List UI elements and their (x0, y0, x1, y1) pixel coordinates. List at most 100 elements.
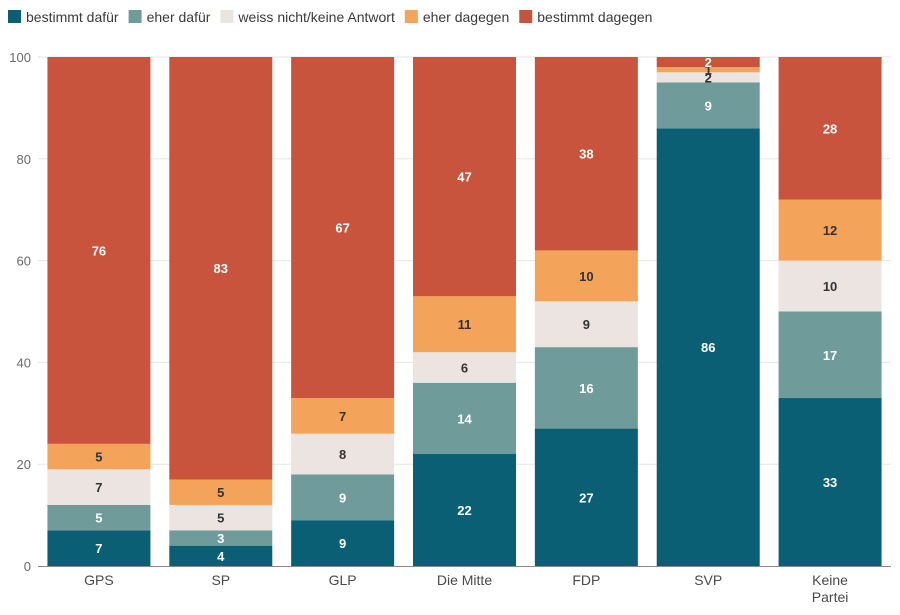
data-label-gps-eher-dagegen: 5 (95, 450, 102, 465)
data-label-fdp-bestimmt-dagegen: 38 (579, 147, 593, 162)
y-tick-label-0: 0 (24, 559, 31, 574)
legend-swatch (220, 10, 234, 23)
bar-segment-keine-partei-weiss-nicht-keine-antwort (778, 260, 882, 312)
data-label-sp-eher-daf-r: 3 (217, 531, 224, 546)
bar-segment-gps-weiss-nicht-keine-antwort (47, 469, 151, 505)
bar-segment-glp-eher-daf-r (291, 474, 395, 521)
x-tick-label-fdp: FDP (572, 572, 600, 588)
data-label-keine-partei-bestimmt-dagegen: 28 (823, 121, 837, 136)
data-label-fdp-eher-dagegen: 10 (579, 269, 593, 284)
data-label-sp-eher-dagegen: 5 (217, 485, 224, 500)
bar-segment-gps-bestimmt-daf-r (47, 530, 151, 566)
y-axis: 0 20 40 60 80 100 (9, 50, 31, 574)
data-label-sp-weiss-nicht-keine-antwort: 5 (217, 511, 224, 526)
data-label-die-mitte-weiss-nicht-keine-antwort: 6 (461, 360, 468, 375)
data-label-die-mitte-eher-dagegen: 11 (458, 317, 472, 332)
y-tick-label-60: 60 (17, 254, 31, 269)
data-label-svp-bestimmt-dagegen: 2 (705, 55, 712, 70)
x-axis: GPS SP GLP Die Mitte FDP SVP Keine Partei (38, 566, 891, 605)
bar-segment-svp-bestimmt-daf-r (656, 128, 760, 566)
legend-item-weiss-nicht-keine-antwort: weiss nicht/keine Antwort (220, 9, 395, 25)
bar-segment-glp-bestimmt-daf-r (291, 520, 395, 566)
bars-group: 7 5 7 5 76 4 3 5 5 83 9 9 8 7 67 22 14 6 11 47 27 16 9 10 38 86 9 2… (47, 55, 882, 566)
bar-segment-svp-bestimmt-dagegen (656, 57, 760, 68)
y-tick-label-40: 40 (17, 355, 31, 370)
legend-label: eher dagegen (423, 9, 509, 25)
legend-swatch (519, 10, 533, 23)
legend-item-bestimmt-daf-r: bestimmt dafür (8, 9, 119, 25)
data-label-glp-bestimmt-daf-r: 9 (339, 536, 346, 551)
x-tick-label-die-mitte: Die Mitte (437, 572, 492, 588)
legend-label: eher dafür (147, 9, 211, 25)
data-label-fdp-bestimmt-daf-r: 27 (579, 490, 593, 505)
data-label-die-mitte-bestimmt-daf-r: 22 (457, 503, 471, 518)
legend-label: weiss nicht/keine Antwort (237, 9, 395, 25)
data-label-keine-partei-eher-dagegen: 12 (823, 223, 837, 238)
legend-item-eher-dagegen: eher dagegen (404, 9, 509, 25)
bar-segment-sp-bestimmt-dagegen (169, 57, 273, 480)
bar-segment-glp-bestimmt-dagegen (291, 57, 395, 399)
bar-segment-gps-bestimmt-dagegen (47, 57, 151, 444)
data-label-gps-weiss-nicht-keine-antwort: 7 (95, 480, 102, 495)
x-tick-label-keine-partei: Keine Partei (812, 572, 849, 605)
data-label-gps-eher-daf-r: 5 (95, 511, 102, 526)
data-label-fdp-eher-daf-r: 16 (579, 381, 593, 396)
data-label-fdp-weiss-nicht-keine-antwort: 9 (583, 317, 590, 332)
data-label-die-mitte-eher-daf-r: 14 (457, 411, 472, 426)
legend-item-bestimmt-dagegen: bestimmt dagegen (519, 9, 652, 25)
data-label-sp-bestimmt-daf-r: 4 (217, 549, 225, 564)
x-tick-label-gps: GPS (84, 572, 114, 588)
bar-segment-gps-eher-daf-r (47, 504, 151, 531)
bar-segment-die-mitte-weiss-nicht-keine-antwort (413, 352, 516, 383)
bar-segment-keine-partei-bestimmt-daf-r (778, 398, 882, 566)
bar-segment-gps-eher-dagegen (47, 443, 151, 470)
data-label-gps-bestimmt-daf-r: 7 (95, 541, 102, 556)
data-label-gps-bestimmt-dagegen: 76 (92, 243, 106, 258)
x-tick-label-sp: SP (211, 572, 230, 588)
bar-segment-die-mitte-eher-daf-r (413, 382, 516, 455)
data-label-die-mitte-bestimmt-dagegen: 47 (457, 170, 471, 185)
data-label-svp-weiss-nicht-keine-antwort: 2 (705, 70, 712, 85)
data-label-keine-partei-bestimmt-daf-r: 33 (823, 475, 837, 490)
data-label-svp-eher-dagegen: 1 (705, 63, 712, 78)
bar-segment-fdp-eher-daf-r (534, 347, 638, 429)
bar-segment-die-mitte-bestimmt-dagegen (413, 57, 516, 297)
data-label-svp-eher-daf-r: 9 (705, 98, 712, 113)
legend-label: bestimmt dafür (26, 9, 119, 25)
data-label-keine-partei-weiss-nicht-keine-antwort: 10 (823, 279, 837, 294)
data-label-glp-bestimmt-dagegen: 67 (335, 221, 349, 236)
bar-segment-keine-partei-bestimmt-dagegen (778, 57, 882, 200)
legend-swatch (8, 10, 21, 23)
y-tick-label-20: 20 (17, 457, 31, 472)
bar-segment-sp-eher-dagegen (169, 479, 273, 505)
bar-segment-glp-eher-dagegen (291, 398, 395, 434)
bar-segment-sp-eher-daf-r (169, 530, 273, 546)
legend-swatch (404, 10, 418, 23)
legend-item-eher-daf-r: eher dafür (128, 9, 211, 25)
bar-segment-glp-weiss-nicht-keine-antwort (291, 433, 395, 475)
data-label-glp-weiss-nicht-keine-antwort: 8 (339, 447, 346, 462)
bar-segment-svp-eher-daf-r (656, 82, 760, 129)
legend-label: bestimmt dagegen (537, 9, 652, 25)
chart-legend: bestimmt dafür eher dafür weiss nicht/kein… (8, 9, 652, 25)
data-label-keine-partei-eher-daf-r: 17 (823, 348, 837, 363)
x-tick-label-glp: GLP (329, 572, 357, 588)
data-label-glp-eher-dagegen: 7 (339, 409, 346, 424)
data-label-sp-bestimmt-dagegen: 83 (214, 261, 228, 276)
bar-segment-die-mitte-eher-dagegen (413, 296, 516, 353)
bar-segment-die-mitte-bestimmt-daf-r (413, 454, 516, 566)
bar-segment-fdp-bestimmt-dagegen (534, 57, 638, 251)
bar-segment-fdp-eher-dagegen (534, 250, 638, 302)
bar-segment-keine-partei-eher-daf-r (778, 311, 882, 399)
x-tick-label-svp: SVP (694, 572, 722, 588)
bar-segment-sp-weiss-nicht-keine-antwort (169, 504, 273, 531)
data-label-svp-bestimmt-daf-r: 86 (701, 340, 715, 355)
bar-segment-keine-partei-eher-dagegen (778, 199, 882, 261)
bar-segment-sp-bestimmt-daf-r (169, 545, 273, 566)
data-label-glp-eher-daf-r: 9 (339, 490, 346, 505)
y-tick-label-80: 80 (17, 152, 31, 167)
bar-segment-svp-eher-dagegen (656, 67, 760, 73)
legend-swatch (128, 10, 142, 23)
y-tick-label-100: 100 (9, 50, 31, 65)
